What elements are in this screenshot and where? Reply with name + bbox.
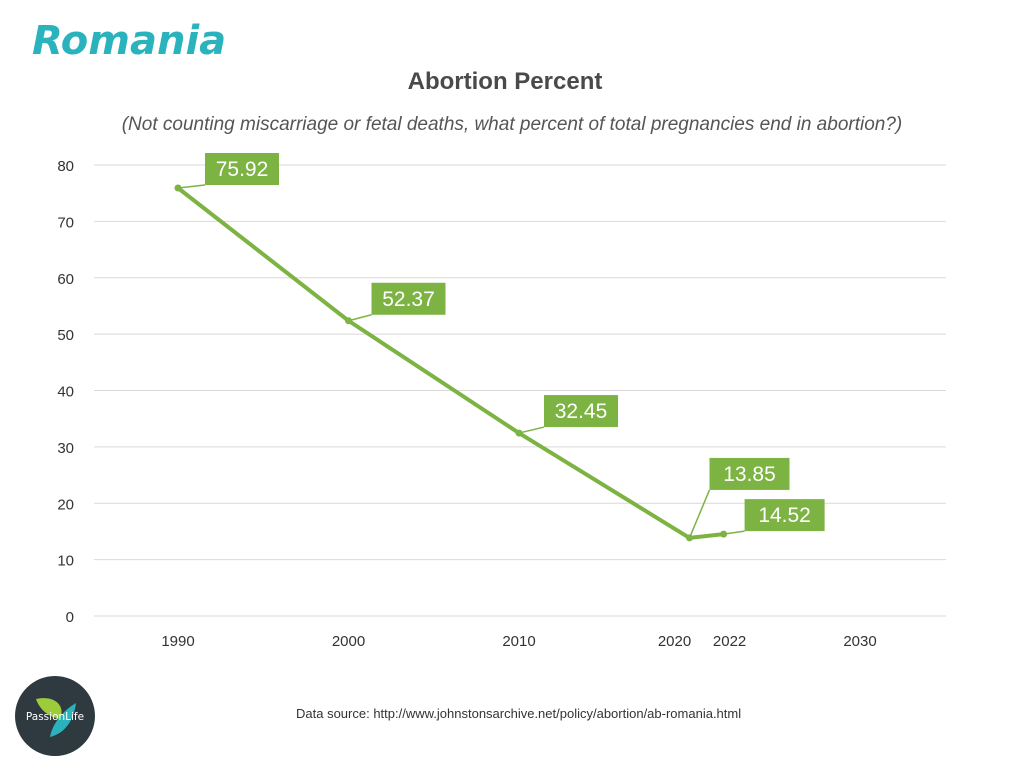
passionlife-logo: PassionLife bbox=[15, 676, 95, 756]
data-label-box bbox=[544, 395, 618, 428]
y-tick-label: 0 bbox=[66, 609, 74, 626]
x-tick-label: 2010 bbox=[502, 633, 535, 650]
data-label-box bbox=[709, 457, 790, 490]
y-tick-label: 50 bbox=[57, 327, 74, 344]
chart-title: Abortion Percent bbox=[407, 68, 603, 95]
data-label: 14.52 bbox=[758, 504, 811, 527]
x-tick-label: 1990 bbox=[161, 633, 194, 650]
y-axis-ticks: 0 10 20 30 40 50 60 70 80 bbox=[57, 158, 74, 626]
y-tick-label: 30 bbox=[57, 440, 74, 457]
svg-text:PassionLife: PassionLife bbox=[26, 711, 84, 723]
x-tick-label: 2000 bbox=[332, 633, 365, 650]
data-label: 13.85 bbox=[723, 463, 776, 486]
label-leader bbox=[688, 489, 711, 539]
label-leader bbox=[518, 426, 545, 434]
data-label: 32.45 bbox=[555, 400, 608, 423]
data-label: 52.37 bbox=[382, 288, 435, 311]
data-label-box bbox=[371, 282, 446, 315]
data-source: Data source: http://www.johnstonsarchive… bbox=[296, 706, 742, 721]
data-label: 75.92 bbox=[216, 158, 269, 181]
grid-layer bbox=[94, 164, 946, 617]
x-tick-label: 2020 bbox=[658, 633, 691, 650]
label-leader bbox=[348, 314, 372, 322]
x-axis-ticks: 1990 2000 2010 2020 2022 2030 bbox=[161, 633, 876, 650]
series-line bbox=[174, 184, 728, 542]
y-tick-label: 10 bbox=[57, 553, 74, 570]
y-tick-label: 80 bbox=[57, 158, 74, 175]
series-line-path bbox=[176, 186, 724, 540]
data-label-box bbox=[205, 153, 279, 186]
label-leader bbox=[723, 530, 745, 535]
x-tick-label: 2030 bbox=[843, 633, 876, 650]
y-tick-label: 70 bbox=[57, 214, 74, 231]
data-label-box bbox=[744, 499, 825, 532]
y-tick-label: 60 bbox=[57, 271, 74, 288]
chart-subtitle: (Not counting miscarriage or fetal death… bbox=[121, 114, 903, 135]
y-tick-label: 20 bbox=[57, 496, 74, 513]
x-tick-label: 2022 bbox=[713, 633, 746, 650]
data-labels: 75.92 52.37 32.45 13.85 14.52 bbox=[177, 153, 825, 539]
country-title: Romania bbox=[32, 18, 227, 64]
y-tick-label: 40 bbox=[57, 384, 74, 401]
label-leader bbox=[177, 184, 206, 189]
